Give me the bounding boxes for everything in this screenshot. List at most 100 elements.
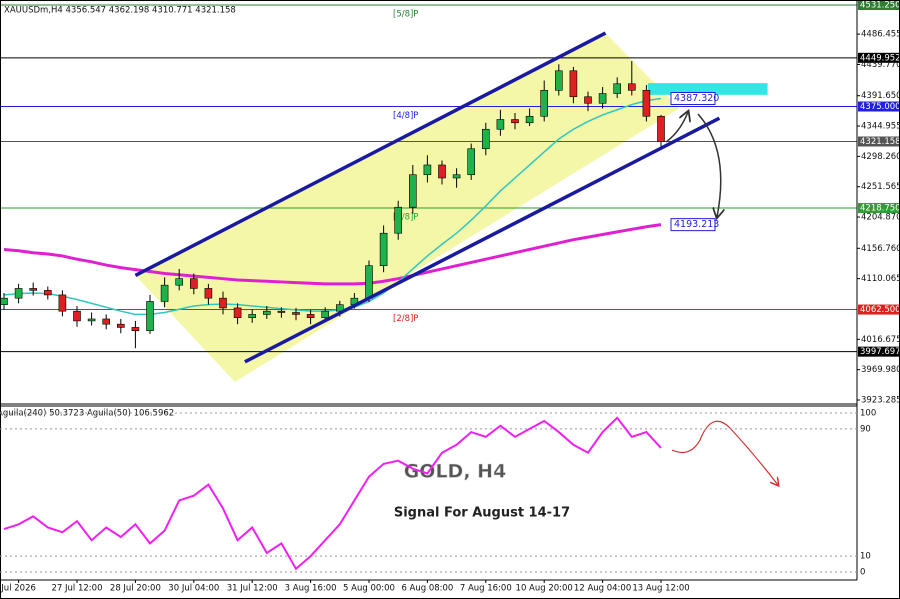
level-axis-label: 4321.158: [860, 137, 900, 147]
candle-body: [0, 297, 8, 305]
level-axis-label: 4449.952: [860, 53, 900, 63]
indicator-line: [3, 416, 662, 571]
y-tick-label: 4110.065: [861, 274, 900, 284]
candle-body: [627, 83, 636, 91]
main-layer: 4531.250 [5/8]P 4449.952 4375.000 [4/8]P 4321…: [0, 0, 900, 364]
candle-body: [43, 290, 52, 296]
candle-body: [642, 89, 651, 117]
level-label-box: [858, 52, 900, 63]
candle-body: [306, 314, 315, 318]
channel-line: [134, 31, 607, 277]
channel-fill: [135, 33, 680, 382]
pivot-label: [2/8]P: [393, 314, 418, 324]
level-label-box: [858, 304, 900, 315]
indicator-label: Aguila(240) 50.3723 Aguila(50) 106.5962: [0, 409, 174, 419]
ma-end-label: 4193.213: [674, 219, 719, 230]
candle-body: [248, 314, 256, 318]
y-tick-label: 4156.760: [861, 244, 900, 254]
candle-body: [175, 278, 183, 286]
candle-body: [160, 284, 169, 302]
x-tick-label: 28 Jul 20:00: [110, 584, 161, 594]
ma-label-box: [670, 92, 716, 106]
ma-end-label: 4387.320: [674, 93, 719, 104]
candle-body: [657, 115, 665, 142]
fill-layer: [135, 33, 680, 382]
x-tick-label: Jul 2026: [0, 584, 36, 594]
x-tick-label: 10 Aug 20:00: [516, 584, 573, 594]
candle-body: [481, 128, 490, 150]
x-tick-label: 13 Aug 12:00: [632, 584, 689, 594]
candle-body: [204, 288, 213, 299]
level-axis-label: 3997.697: [860, 347, 900, 357]
ma-label-box: [670, 218, 716, 232]
moving-average: [3, 223, 662, 286]
level-label-box: [858, 203, 900, 214]
forecast-arrow: [665, 112, 688, 143]
candle-body: [87, 318, 96, 322]
indicator-tick-label: 0: [860, 568, 865, 578]
candle-body: [146, 301, 154, 331]
level-label-box: [858, 0, 900, 10]
candle-body: [277, 310, 286, 313]
y-tick-label: 4344.955: [861, 122, 900, 132]
level-axis-label: 4062.500: [860, 305, 900, 315]
candle-body: [511, 119, 519, 124]
candle-body: [525, 115, 534, 124]
level-label-box: [858, 136, 900, 147]
indicator-tick-label: 10: [860, 552, 871, 562]
level-label-box: [858, 101, 900, 112]
candle-body: [321, 310, 330, 318]
candle-body: [467, 148, 476, 176]
level-label-box: [858, 346, 900, 357]
y-tick-label: 4251.565: [861, 182, 900, 192]
candle-body: [569, 70, 578, 98]
indicator-forecast: [671, 420, 778, 485]
candle-body: [598, 93, 607, 104]
candle-body: [394, 206, 403, 234]
candle-body: [613, 83, 622, 94]
level-axis-label: 4531.250: [860, 1, 900, 11]
annotation-subtitle: Signal For August 14-17: [394, 506, 570, 521]
candle-body: [73, 310, 81, 322]
candle-body: [262, 310, 271, 315]
y-tick-label: 3923.285: [861, 396, 900, 406]
target-zone: [647, 83, 768, 95]
candle-body: [58, 294, 67, 312]
y-tick-label: 4016.675: [861, 335, 900, 345]
candle-body: [379, 232, 388, 266]
candle-body: [233, 307, 242, 318]
candle-body: [14, 288, 23, 299]
candle-body: [452, 174, 461, 179]
candle-body: [131, 327, 140, 331]
y-tick-label: 4204.870: [861, 213, 900, 223]
candle-body: [292, 312, 300, 315]
candle-body: [554, 70, 563, 91]
candle-body: [496, 119, 505, 130]
level-axis-label: 4218.750: [860, 204, 900, 214]
candle-body: [423, 164, 432, 176]
x-tick-label: 3 Aug 16:00: [285, 584, 337, 594]
moving-average: [3, 97, 662, 316]
y-tick-label: 4298.260: [861, 152, 900, 162]
candle-body: [219, 297, 227, 309]
pivot-label: [5/8]P: [393, 10, 418, 20]
y-tick-label: 4486.455: [861, 30, 900, 40]
indicator-tick-label: 100: [860, 409, 876, 419]
candle-body: [584, 96, 592, 104]
pivot-label: [4/8]P: [393, 111, 418, 121]
level-axis-label: 4375.000: [860, 102, 900, 112]
y-tick-label: 3969.980: [861, 365, 900, 375]
x-tick-label: 30 Jul 04:00: [168, 584, 219, 594]
candle-body: [408, 174, 417, 208]
pivot-label: [3/8]P: [393, 213, 418, 223]
annotation-title: GOLD, H4: [404, 461, 507, 483]
x-tick-label: 7 Aug 16:00: [460, 584, 512, 594]
candle-body: [540, 89, 549, 117]
candle-body: [117, 323, 125, 328]
x-tick-label: 27 Jul 12:00: [52, 584, 103, 594]
y-tick-label: 4439.770: [861, 60, 900, 70]
x-tick-label: 6 Aug 08:00: [401, 584, 453, 594]
chart-title: XAUUSDm,H4 4356.547 4362.198 4310.771 43…: [4, 6, 236, 16]
channel-line: [244, 116, 721, 364]
